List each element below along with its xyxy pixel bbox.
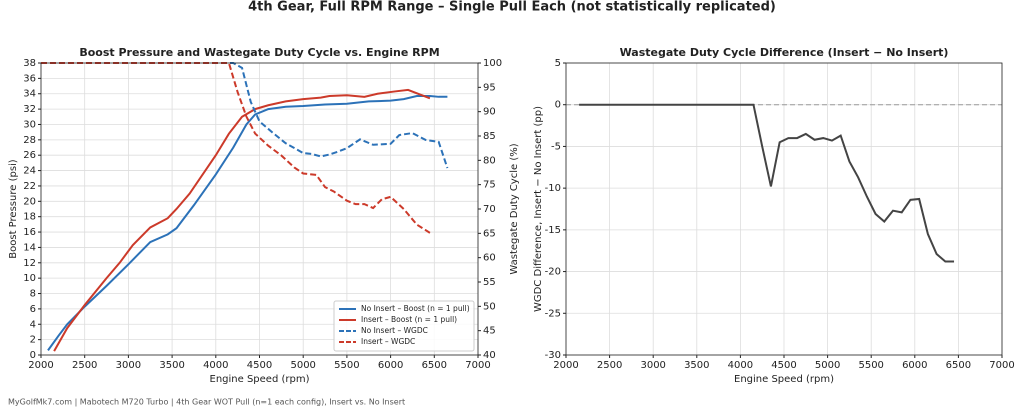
x-tick-label: 2000 (553, 360, 578, 371)
y2-tick-label: 50 (483, 301, 496, 312)
y-tick-label: 24 (23, 166, 36, 177)
y-tick-label: 28 (23, 135, 36, 146)
y-tick-label: 34 (23, 89, 36, 100)
x-tick-label: 5500 (858, 360, 883, 371)
figure-title: 4th Gear, Full RPM Range – Single Pull E… (248, 0, 776, 15)
y-tick-label: -20 (545, 267, 561, 278)
y2-tick-label: 100 (483, 58, 502, 69)
y-tick-label: 10 (23, 273, 36, 284)
chart-title: Wastegate Duty Cycle Difference (Insert … (620, 46, 949, 59)
plot-frame (40, 62, 479, 356)
footer: MyGolfMk7.com | Mabotech M720 Turbo | 4t… (8, 398, 405, 407)
y2-tick-label: 85 (483, 131, 496, 142)
y-tick-label: 18 (23, 212, 36, 223)
y-tick-label: 4 (30, 319, 36, 330)
legend-box (333, 300, 475, 352)
y-tick-label: 14 (23, 242, 36, 253)
x-tick-label: 4500 (771, 360, 796, 371)
y-tick-label: 5 (555, 58, 561, 69)
chart-title: Boost Pressure and Wastegate Duty Cycle … (79, 46, 439, 59)
y-tick-label: 6 (30, 304, 36, 315)
x-tick-label: 3500 (159, 360, 184, 371)
y-tick-label: 2 (30, 335, 36, 346)
x-tick-label: 6500 (946, 360, 971, 371)
y2-axis-label: Wastegate Duty Cycle (%) (509, 143, 520, 274)
y-tick-label: -15 (545, 225, 561, 236)
x-tick-label: 5000 (290, 360, 315, 371)
y-tick-label: 36 (23, 73, 36, 84)
x-tick-label: 3000 (116, 360, 141, 371)
y2-tick-label: 75 (483, 180, 496, 191)
x-tick-label: 4000 (728, 360, 753, 371)
y2-tick-label: 60 (483, 253, 496, 264)
y2-tick-label: 45 (483, 326, 496, 337)
y2-tick-label: 40 (483, 350, 496, 361)
y-tick-label: 32 (23, 104, 36, 115)
x-tick-label: 6000 (378, 360, 403, 371)
x-tick-label: 7000 (989, 360, 1014, 371)
plot-frame (565, 62, 1003, 356)
y2-tick-label: 80 (483, 155, 496, 166)
x-tick-label: 6000 (902, 360, 927, 371)
series-line (41, 62, 449, 169)
y-tick-label: 20 (23, 196, 36, 207)
y2-tick-label: 55 (483, 277, 496, 288)
x-tick-label: 7000 (465, 360, 490, 371)
x-tick-label: 2500 (597, 360, 622, 371)
x-tick-label: 2000 (28, 360, 53, 371)
legend-label: Insert – WGDC (361, 337, 415, 346)
y2-tick-label: 65 (483, 228, 496, 239)
x-tick-label: 5500 (334, 360, 359, 371)
legend-label: Insert – Boost (n = 1 pull) (361, 315, 457, 324)
series-line (579, 103, 955, 263)
y-tick-label: -5 (551, 141, 561, 152)
y-tick-label: 0 (555, 100, 561, 111)
y2-tick-label: 70 (483, 204, 496, 215)
y-tick-label: 22 (23, 181, 36, 192)
y-tick-label: -30 (545, 350, 561, 361)
y-tick-label: 38 (23, 58, 36, 69)
y-tick-label: 16 (23, 227, 36, 238)
x-tick-label: 2500 (72, 360, 97, 371)
y2-tick-label: 95 (483, 82, 496, 93)
y-tick-label: 0 (30, 350, 36, 361)
x-axis-label: Engine Speed (rpm) (734, 374, 834, 385)
x-tick-label: 6500 (422, 360, 447, 371)
x-tick-label: 4000 (203, 360, 228, 371)
y-tick-label: -10 (545, 183, 561, 194)
x-tick-label: 4500 (247, 360, 272, 371)
y-tick-label: 26 (23, 150, 36, 161)
series-line (47, 95, 448, 351)
x-tick-label: 5000 (815, 360, 840, 371)
series-line (53, 88, 431, 352)
y-tick-label: 8 (30, 289, 36, 300)
x-tick-label: 3500 (684, 360, 709, 371)
y-axis-label: Boost Pressure (psi) (8, 159, 19, 259)
legend-label: No Insert – Boost (n = 1 pull) (361, 304, 470, 313)
y-tick-label: -25 (545, 308, 561, 319)
y2-tick-label: 90 (483, 107, 496, 118)
series-line (41, 62, 431, 234)
x-axis-label: Engine Speed (rpm) (210, 374, 310, 385)
y-axis-label: WGDC Difference, Insert − No Insert (pp) (533, 106, 544, 312)
x-tick-label: 3000 (640, 360, 665, 371)
y-tick-label: 12 (23, 258, 36, 269)
legend-label: No Insert – WGDC (361, 326, 428, 335)
y-tick-label: 30 (23, 119, 36, 130)
